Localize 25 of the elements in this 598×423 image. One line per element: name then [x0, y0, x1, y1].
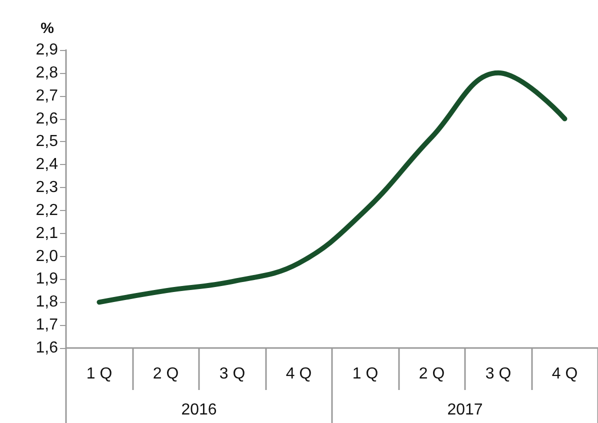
x-tick-label: 4 Q: [552, 366, 578, 382]
y-tick-label: 2,8: [36, 64, 58, 82]
y-tick-label: 2,9: [36, 42, 58, 58]
y-tick-label: 1,6: [36, 340, 58, 356]
y-tick-label: 1,7: [36, 316, 58, 334]
y-tick-label: 2,0: [36, 248, 58, 265]
y-tick-label: 2,4: [36, 156, 58, 174]
y-tick-label: 2,5: [36, 133, 58, 150]
y-tick-label: 2,3: [36, 179, 58, 196]
x-tick-label: 1 Q: [86, 366, 112, 382]
text: 2017: [447, 402, 483, 418]
x-tick-label: 3 Q: [485, 366, 512, 382]
x-tick-label: 1 Q: [352, 366, 378, 382]
text: 2016: [181, 402, 217, 418]
x-tick-label: 2 Q: [152, 366, 179, 382]
y-tick-label: 2,1: [36, 224, 58, 242]
y-tick-label: 2,7: [36, 87, 58, 104]
y-tick-label: 2,6: [36, 110, 58, 128]
y-tick-label: 1,9: [36, 270, 58, 288]
x-tick-label: 3 Q: [219, 366, 246, 382]
x-tick-label: 4 Q: [286, 366, 312, 382]
y-tick-label: 2,2: [36, 202, 58, 219]
x-tick-label: 2 Q: [418, 366, 445, 382]
y-axis-title: %: [40, 20, 54, 37]
y-tick-label: 1,8: [36, 294, 58, 311]
